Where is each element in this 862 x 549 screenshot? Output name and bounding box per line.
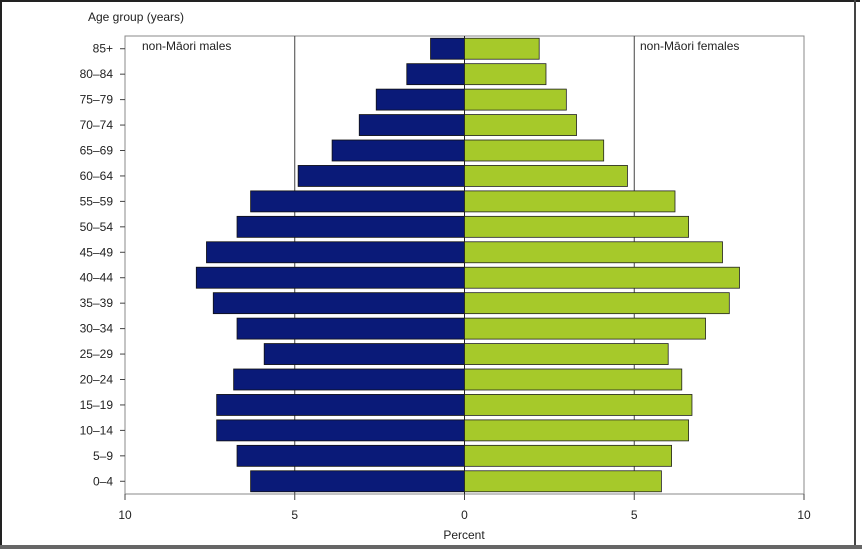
y-tick-label: 60–64 <box>80 169 114 183</box>
frame-bottom-edge <box>0 545 862 549</box>
bar-female <box>464 37 540 60</box>
y-tick-label: 35–39 <box>80 296 114 310</box>
x-tick-label: 5 <box>631 508 638 522</box>
y-tick-label: 70–74 <box>80 118 114 132</box>
bar-female <box>464 368 683 391</box>
y-tick-label: 0–4 <box>93 474 113 488</box>
bar-male <box>236 444 465 467</box>
bars-group <box>195 37 740 493</box>
bar-male <box>236 317 465 340</box>
y-tick-label: 15–19 <box>80 398 114 412</box>
x-axis-title: Percent <box>443 528 485 542</box>
bar-male <box>236 215 465 238</box>
bar-male <box>233 368 465 391</box>
y-tick-label: 25–29 <box>80 347 114 361</box>
bar-female <box>464 241 723 264</box>
bar-female <box>464 63 547 86</box>
bar-male <box>375 88 465 111</box>
y-tick-label: 75–79 <box>80 93 114 107</box>
bar-male <box>430 37 465 60</box>
y-tick-labels: 85+ 80–84 75–79 70–74 65–69 60–64 55–59 50–54 45… <box>80 42 125 488</box>
bar-male <box>216 394 465 416</box>
bar-female <box>464 88 567 111</box>
bar-male <box>216 419 465 442</box>
legend-males-label: non-Māori males <box>142 39 231 53</box>
bar-male <box>297 165 465 187</box>
bar-female <box>464 317 706 340</box>
bar-female <box>464 419 689 442</box>
bar-male <box>358 114 465 136</box>
y-tick-label: 55–59 <box>80 194 114 208</box>
bar-male <box>331 139 465 162</box>
bar-female <box>464 394 693 416</box>
y-tick-label: 80–84 <box>80 67 114 81</box>
bar-female <box>464 444 672 467</box>
legend-females-label: non-Māori females <box>640 39 739 53</box>
bar-female <box>464 292 730 315</box>
y-tick-label: 10–14 <box>80 423 114 437</box>
y-tick-label: 5–9 <box>93 449 113 463</box>
bar-male <box>250 470 465 493</box>
bar-male <box>263 343 465 365</box>
bar-female <box>464 139 605 162</box>
x-tick-label: 0 <box>461 508 468 522</box>
bar-male <box>212 292 465 315</box>
bar-female <box>464 266 740 289</box>
bar-male <box>206 241 465 264</box>
bar-male <box>195 266 465 289</box>
bar-female <box>464 215 689 238</box>
bar-female <box>464 165 628 187</box>
y-tick-label: 50–54 <box>80 220 114 234</box>
bar-male <box>250 190 465 213</box>
x-tick-label: 5 <box>291 508 298 522</box>
y-axis-title: Age group (years) <box>88 10 184 24</box>
bar-female <box>464 470 662 493</box>
bar-male <box>406 63 465 86</box>
x-tick-label: 10 <box>118 508 132 522</box>
y-tick-label: 45–49 <box>80 245 114 259</box>
y-tick-label: 65–69 <box>80 144 114 158</box>
y-tick-label: 40–44 <box>80 271 114 285</box>
x-tick-label: 10 <box>797 508 811 522</box>
y-tick-label: 20–24 <box>80 373 114 387</box>
y-tick-label: 85+ <box>93 42 113 56</box>
bar-female <box>464 114 577 136</box>
bar-female <box>464 343 669 365</box>
frame-right-edge <box>854 0 856 549</box>
bar-female <box>464 190 676 213</box>
x-tick-labels: 10 5 0 5 10 <box>118 494 811 522</box>
y-tick-label: 30–34 <box>80 322 114 336</box>
